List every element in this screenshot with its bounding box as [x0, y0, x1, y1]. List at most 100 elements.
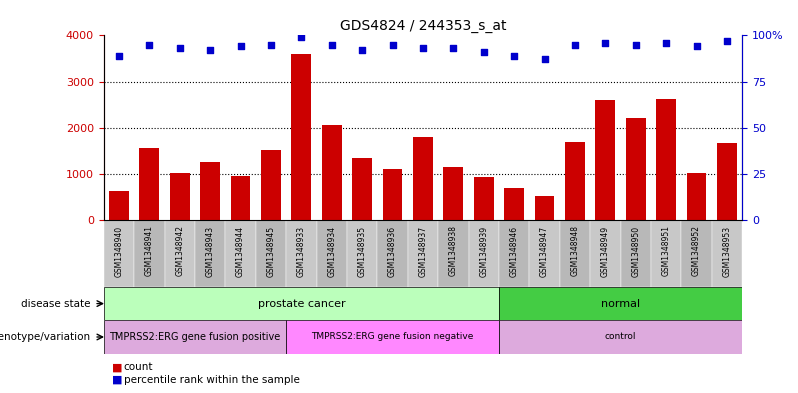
Text: GSM1348950: GSM1348950	[631, 226, 640, 277]
Point	[599, 40, 612, 46]
Bar	[164, 220, 195, 287]
Text: GSM1348941: GSM1348941	[145, 226, 154, 276]
Text: normal: normal	[601, 299, 640, 309]
Text: count: count	[124, 362, 153, 372]
Text: GSM1348952: GSM1348952	[692, 226, 701, 276]
Bar	[286, 220, 317, 287]
Bar	[535, 196, 555, 220]
Text: control: control	[605, 332, 636, 342]
Bar	[200, 162, 220, 220]
Bar	[595, 100, 615, 220]
Bar	[626, 119, 646, 220]
Point	[173, 45, 186, 51]
Point	[234, 43, 247, 50]
Bar	[104, 220, 134, 287]
Bar	[474, 177, 494, 220]
Text: GSM1348948: GSM1348948	[571, 226, 579, 276]
Title: GDS4824 / 244353_s_at: GDS4824 / 244353_s_at	[340, 19, 506, 33]
Text: GSM1348933: GSM1348933	[297, 226, 306, 277]
Point	[113, 53, 125, 59]
Text: GSM1348946: GSM1348946	[510, 226, 519, 277]
Bar	[255, 220, 286, 287]
Bar	[170, 173, 190, 220]
Point	[265, 41, 278, 48]
Text: GSM1348949: GSM1348949	[601, 226, 610, 277]
Text: ■: ■	[112, 362, 122, 372]
Bar	[717, 143, 737, 220]
Bar	[499, 287, 742, 320]
Text: GSM1348944: GSM1348944	[236, 226, 245, 277]
Point	[477, 49, 490, 55]
Bar	[408, 220, 438, 287]
Text: prostate cancer: prostate cancer	[258, 299, 346, 309]
Bar	[317, 220, 347, 287]
Text: genotype/variation: genotype/variation	[0, 332, 91, 342]
Point	[417, 45, 429, 51]
Text: GSM1348947: GSM1348947	[540, 226, 549, 277]
Text: GSM1348945: GSM1348945	[267, 226, 275, 277]
Bar	[286, 320, 499, 354]
Text: GSM1348942: GSM1348942	[176, 226, 184, 276]
Bar	[231, 176, 251, 220]
Bar	[261, 151, 281, 220]
Text: percentile rank within the sample: percentile rank within the sample	[124, 375, 299, 385]
Bar	[621, 220, 651, 287]
Text: GSM1348953: GSM1348953	[722, 226, 732, 277]
Text: disease state: disease state	[22, 299, 91, 309]
Bar	[109, 191, 128, 220]
Bar	[413, 137, 433, 220]
Point	[295, 34, 308, 40]
Point	[447, 45, 460, 51]
Point	[203, 47, 216, 53]
Point	[721, 38, 733, 44]
Point	[386, 41, 399, 48]
Bar	[383, 169, 402, 220]
Bar	[225, 220, 255, 287]
Text: GSM1348936: GSM1348936	[388, 226, 397, 277]
Bar	[499, 320, 742, 354]
Bar	[347, 220, 377, 287]
Point	[508, 53, 520, 59]
Bar	[499, 220, 529, 287]
Bar	[291, 54, 311, 220]
Bar	[134, 220, 164, 287]
Bar	[352, 158, 372, 220]
Bar	[712, 220, 742, 287]
Bar	[686, 173, 706, 220]
Text: GSM1348940: GSM1348940	[114, 226, 124, 277]
Text: GSM1348951: GSM1348951	[662, 226, 670, 276]
Bar	[140, 148, 160, 220]
Bar	[104, 287, 499, 320]
Text: TMPRSS2:ERG gene fusion positive: TMPRSS2:ERG gene fusion positive	[109, 332, 281, 342]
Bar	[468, 220, 499, 287]
Bar	[104, 320, 286, 354]
Bar	[681, 220, 712, 287]
Point	[356, 47, 369, 53]
Bar	[656, 99, 676, 220]
Point	[690, 43, 703, 50]
Point	[630, 41, 642, 48]
Text: GSM1348935: GSM1348935	[358, 226, 366, 277]
Text: GSM1348937: GSM1348937	[418, 226, 428, 277]
Text: TMPRSS2:ERG gene fusion negative: TMPRSS2:ERG gene fusion negative	[311, 332, 474, 342]
Bar	[322, 125, 342, 220]
Text: GSM1348943: GSM1348943	[206, 226, 215, 277]
Text: GSM1348939: GSM1348939	[480, 226, 488, 277]
Bar	[559, 220, 591, 287]
Point	[568, 41, 581, 48]
Bar	[444, 167, 463, 220]
Point	[143, 41, 156, 48]
Point	[326, 41, 338, 48]
Bar	[438, 220, 468, 287]
Bar	[504, 188, 524, 220]
Text: ■: ■	[112, 375, 122, 385]
Point	[660, 40, 673, 46]
Bar	[195, 220, 225, 287]
Bar	[565, 142, 585, 220]
Bar	[377, 220, 408, 287]
Text: GSM1348934: GSM1348934	[327, 226, 336, 277]
Bar	[651, 220, 681, 287]
Bar	[529, 220, 559, 287]
Point	[538, 56, 551, 62]
Text: GSM1348938: GSM1348938	[448, 226, 458, 276]
